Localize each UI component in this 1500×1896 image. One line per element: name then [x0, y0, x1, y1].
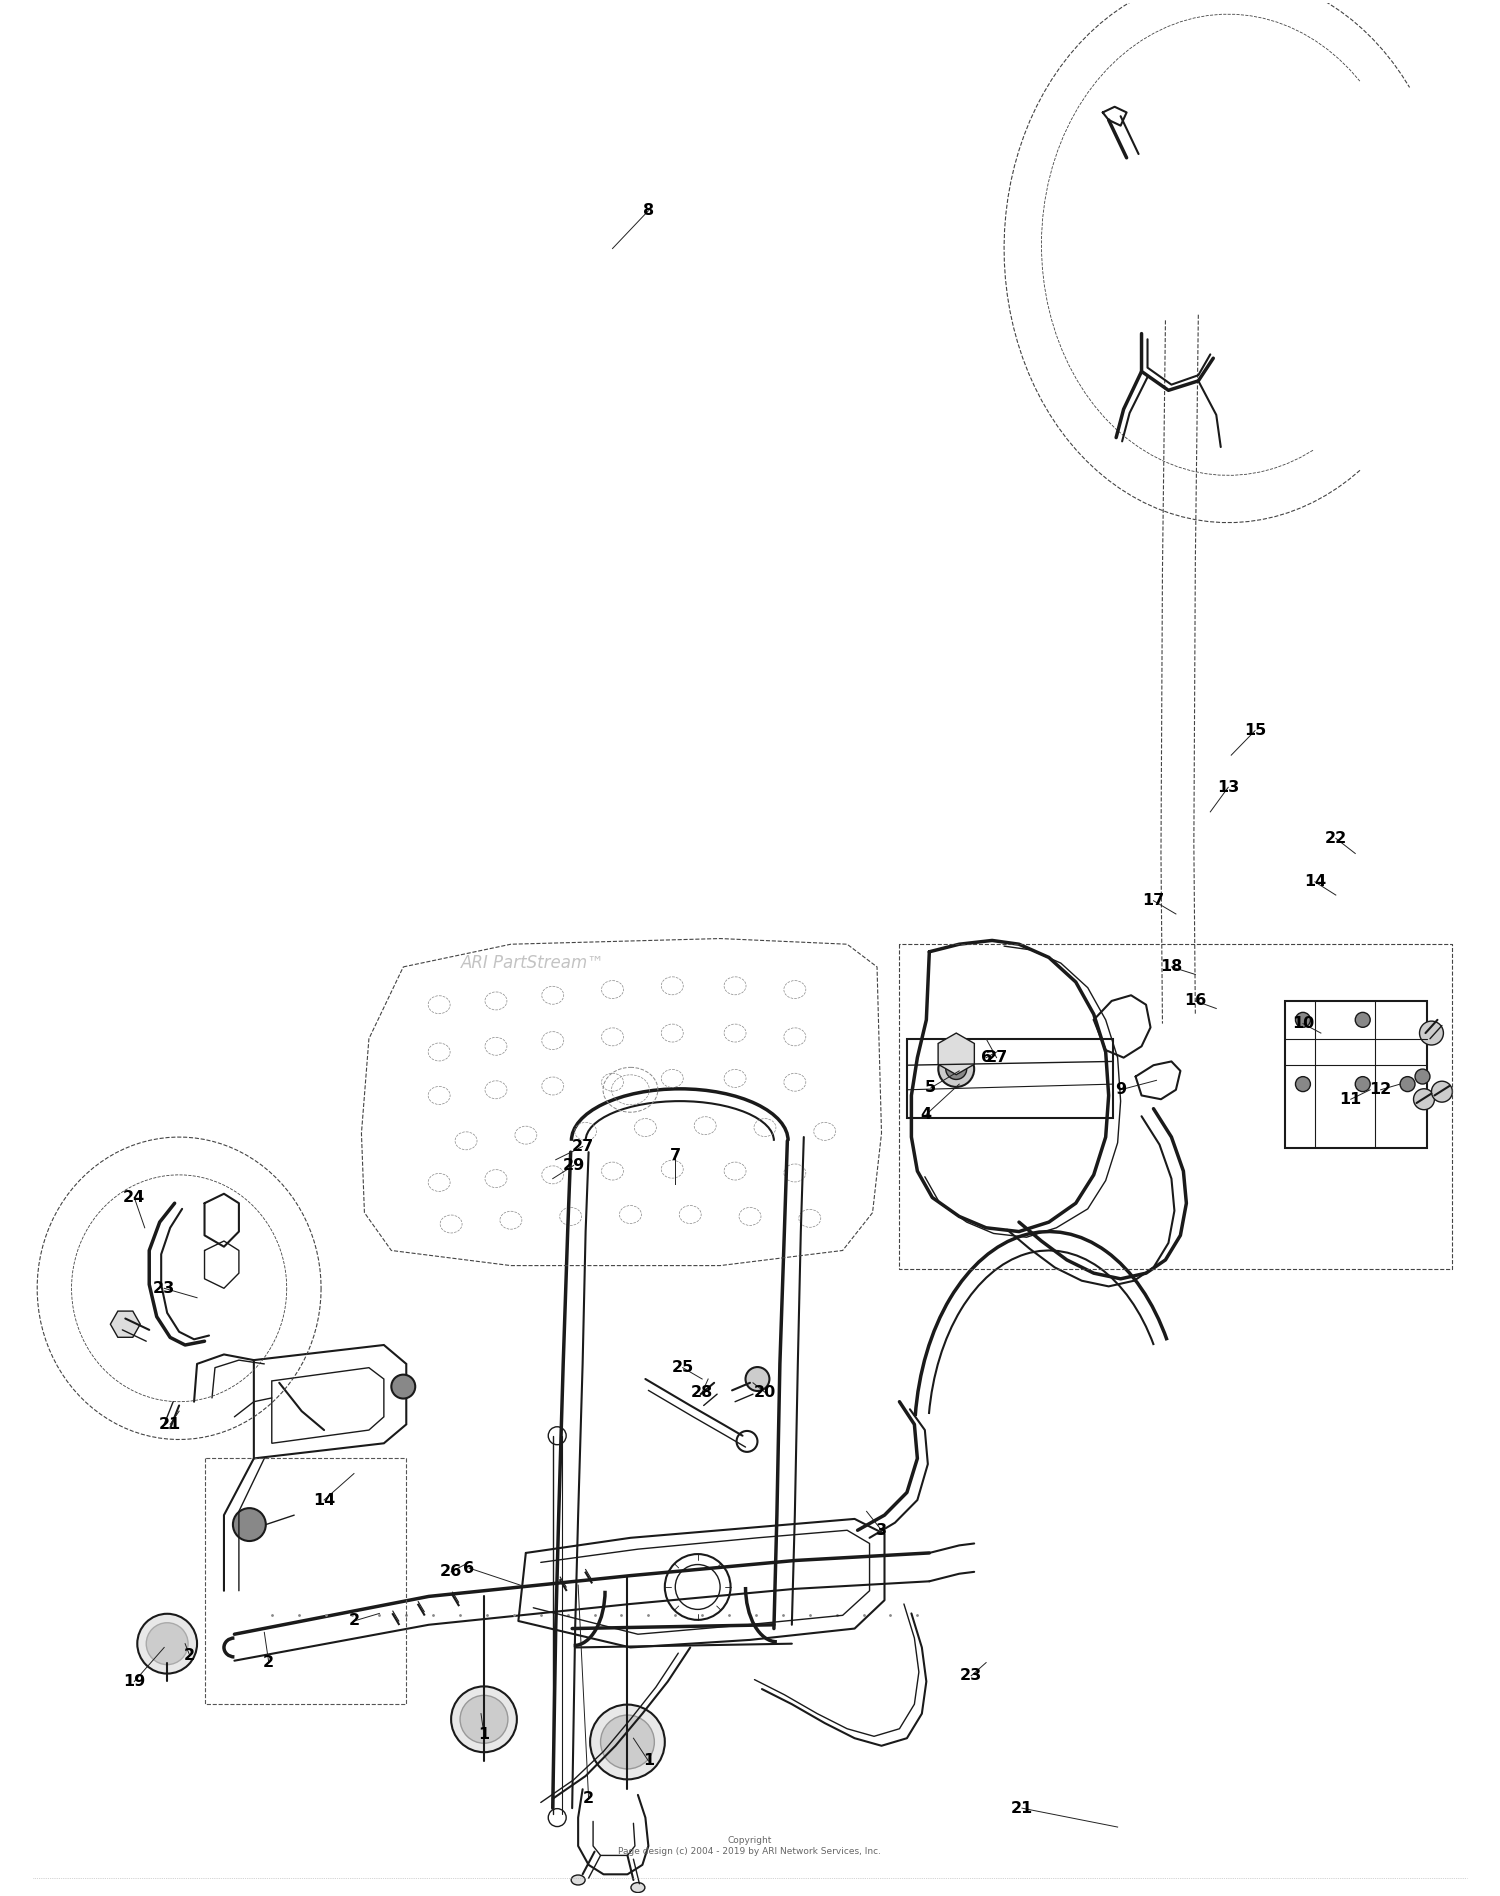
Circle shape — [232, 1507, 266, 1541]
Text: 9: 9 — [1114, 1083, 1126, 1098]
Text: 23: 23 — [153, 1282, 176, 1295]
Text: 29: 29 — [562, 1158, 585, 1174]
Text: 18: 18 — [1161, 959, 1182, 975]
Text: 20: 20 — [754, 1384, 776, 1399]
Circle shape — [460, 1695, 509, 1742]
Circle shape — [1356, 1077, 1370, 1092]
Text: 26: 26 — [440, 1564, 462, 1579]
Circle shape — [746, 1367, 770, 1392]
Text: 24: 24 — [123, 1191, 146, 1206]
Text: ARI PartStream™: ARI PartStream™ — [462, 954, 604, 973]
Text: 25: 25 — [672, 1359, 694, 1375]
Circle shape — [1296, 1012, 1311, 1028]
Bar — [908, 1039, 1113, 1119]
Text: 21: 21 — [159, 1416, 182, 1431]
Text: 10: 10 — [1292, 1016, 1314, 1031]
Text: 2: 2 — [262, 1655, 274, 1670]
Circle shape — [392, 1375, 416, 1399]
Text: 8: 8 — [644, 203, 654, 218]
Circle shape — [590, 1705, 664, 1778]
Circle shape — [939, 1050, 974, 1086]
Text: 15: 15 — [1244, 722, 1266, 738]
Text: 2: 2 — [584, 1792, 594, 1807]
Ellipse shape — [632, 1883, 645, 1892]
Bar — [1286, 1001, 1426, 1149]
Circle shape — [1356, 1012, 1370, 1028]
Text: 5: 5 — [926, 1081, 936, 1096]
Text: 6: 6 — [981, 1050, 992, 1066]
Circle shape — [146, 1623, 188, 1665]
Text: 19: 19 — [123, 1674, 146, 1689]
Text: 12: 12 — [1370, 1083, 1392, 1098]
Text: 14: 14 — [1304, 874, 1326, 889]
Circle shape — [452, 1686, 518, 1752]
Circle shape — [138, 1613, 196, 1674]
Text: 23: 23 — [960, 1668, 982, 1684]
Polygon shape — [111, 1312, 141, 1337]
Text: 16: 16 — [1184, 994, 1206, 1009]
Text: 27: 27 — [986, 1050, 1008, 1066]
Polygon shape — [938, 1033, 975, 1075]
Text: 11: 11 — [1340, 1092, 1362, 1107]
Text: 2: 2 — [184, 1648, 195, 1663]
Text: 2: 2 — [348, 1613, 360, 1629]
Text: 14: 14 — [314, 1492, 334, 1507]
Text: 13: 13 — [1216, 779, 1239, 794]
Text: 3: 3 — [876, 1522, 886, 1538]
Circle shape — [1400, 1077, 1414, 1092]
Text: Copyright: Copyright — [728, 1835, 772, 1845]
Text: 22: 22 — [1324, 830, 1347, 846]
Text: 1: 1 — [644, 1754, 654, 1769]
Text: 27: 27 — [572, 1139, 594, 1155]
Ellipse shape — [572, 1875, 585, 1885]
Text: 7: 7 — [669, 1149, 681, 1164]
Circle shape — [1414, 1069, 1430, 1085]
Circle shape — [1413, 1088, 1434, 1109]
Circle shape — [1296, 1077, 1311, 1092]
Text: 21: 21 — [1011, 1801, 1034, 1816]
Text: 4: 4 — [921, 1107, 932, 1122]
Circle shape — [1419, 1022, 1443, 1045]
Circle shape — [946, 1058, 966, 1079]
Circle shape — [600, 1716, 654, 1769]
Text: 6: 6 — [464, 1560, 474, 1576]
Text: 1: 1 — [478, 1727, 489, 1742]
Text: 28: 28 — [692, 1384, 714, 1399]
Circle shape — [1431, 1081, 1452, 1102]
Text: 17: 17 — [1143, 893, 1164, 908]
Text: Page design (c) 2004 - 2019 by ARI Network Services, Inc.: Page design (c) 2004 - 2019 by ARI Netwo… — [618, 1847, 882, 1856]
